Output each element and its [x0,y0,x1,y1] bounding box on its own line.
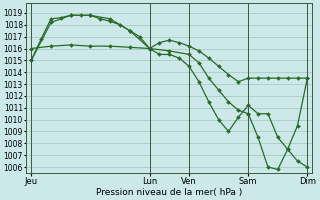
X-axis label: Pression niveau de la mer( hPa ): Pression niveau de la mer( hPa ) [96,188,243,197]
